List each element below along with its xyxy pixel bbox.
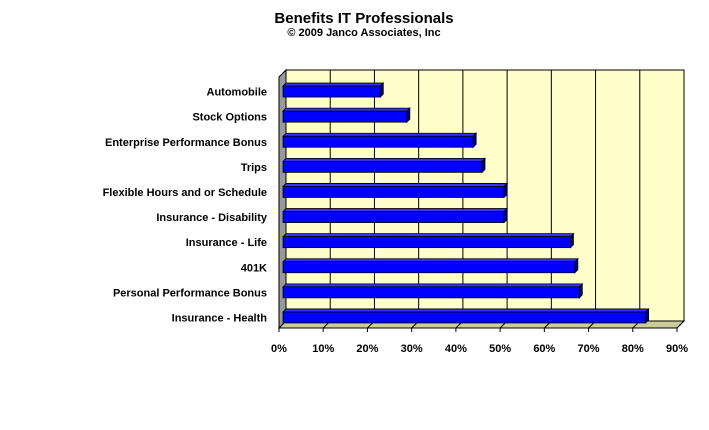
chart-title: Benefits IT Professionals (274, 10, 454, 27)
bar-top (282, 233, 575, 238)
bar-top (282, 283, 584, 288)
x-tick-label: 50% (489, 343, 511, 355)
bar (282, 236, 571, 249)
category-label: Insurance - Life (186, 237, 267, 249)
bar-end (645, 307, 650, 324)
bar-top (282, 107, 411, 112)
category-label: Insurance - Health (172, 312, 268, 324)
category-label: Personal Performance Bonus (113, 287, 267, 299)
category-label: Enterprise Performance Bonus (105, 137, 267, 149)
x-tick-label: 70% (578, 343, 600, 355)
bar-end (379, 82, 384, 99)
bar (282, 186, 505, 198)
category-label: Trips (241, 162, 267, 174)
category-label: Stock Options (192, 112, 267, 124)
x-tick-label: 0% (271, 343, 287, 355)
bar-top (282, 183, 509, 187)
category-label: Automobile (207, 87, 268, 99)
x-tick-label: 30% (401, 343, 423, 355)
bar (282, 211, 505, 223)
bar-end (570, 232, 574, 249)
bar-end (481, 157, 486, 174)
bar-top (282, 308, 650, 313)
bar (282, 135, 474, 148)
bar-top (282, 82, 385, 87)
bar-top (282, 208, 509, 212)
bar-end (406, 107, 411, 124)
x-tick-label: 60% (533, 343, 555, 355)
bar (282, 311, 647, 324)
category-label: Flexible Hours and or Schedule (103, 187, 267, 199)
category-label: 401K (241, 262, 267, 274)
bar (282, 160, 483, 173)
x-tick-label: 90% (666, 343, 688, 355)
x-tick-label: 20% (356, 343, 378, 355)
x-tick-label: 80% (622, 343, 644, 355)
bar-end (578, 282, 583, 299)
bar-top (282, 132, 478, 137)
bar-end (503, 207, 508, 224)
x-tick-label: 40% (445, 343, 467, 355)
chart-subtitle: © 2009 Janco Associates, Inc (287, 27, 441, 39)
bar (282, 261, 576, 274)
bar (282, 286, 580, 299)
bar (282, 85, 381, 98)
bar-end (503, 182, 508, 199)
bar-top (282, 258, 579, 263)
bar-end (574, 257, 579, 274)
x-tick-label: 10% (312, 343, 334, 355)
category-label: Insurance - Disability (156, 212, 268, 224)
bar-top (282, 157, 486, 162)
floor-gridline (676, 320, 685, 329)
bar (282, 110, 408, 123)
bar-end (472, 132, 477, 149)
